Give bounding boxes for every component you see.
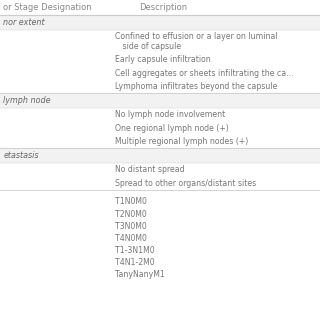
Text: lymph node: lymph node — [3, 96, 51, 105]
Bar — [0, 177, 320, 190]
Text: Lymphoma infiltrates beyond the capsule: Lymphoma infiltrates beyond the capsule — [115, 82, 277, 91]
Text: T2N0M0: T2N0M0 — [115, 210, 147, 219]
Bar — [0, 208, 320, 220]
Text: Multiple regional lymph nodes (+): Multiple regional lymph nodes (+) — [115, 137, 248, 146]
Bar — [0, 190, 320, 196]
Bar — [0, 30, 320, 53]
Bar — [0, 135, 320, 148]
Text: One regional lymph node (+): One regional lymph node (+) — [115, 124, 229, 133]
Text: No distant spread: No distant spread — [115, 165, 185, 174]
Bar — [0, 15, 320, 30]
Text: T4N1-2M0: T4N1-2M0 — [115, 258, 155, 267]
Bar — [0, 67, 320, 80]
Bar — [0, 257, 320, 269]
Text: etastasis: etastasis — [3, 151, 39, 160]
Bar — [0, 163, 320, 177]
Bar — [0, 281, 320, 320]
Bar — [0, 108, 320, 122]
Bar — [0, 80, 320, 93]
Bar — [0, 269, 320, 281]
Text: Confined to effusion or a layer on luminal
   side of capsule: Confined to effusion or a layer on lumin… — [115, 32, 278, 51]
Text: T1-3N1M0: T1-3N1M0 — [115, 246, 155, 255]
Bar — [0, 196, 320, 208]
Bar — [0, 53, 320, 67]
Bar — [0, 148, 320, 163]
Text: Description: Description — [139, 3, 187, 12]
Text: nor extent: nor extent — [3, 18, 45, 27]
Text: Spread to other organs/distant sites: Spread to other organs/distant sites — [115, 179, 256, 188]
Bar — [0, 122, 320, 135]
Text: T4N0M0: T4N0M0 — [115, 234, 147, 243]
Bar — [0, 93, 320, 108]
Text: TanyNanyM1: TanyNanyM1 — [115, 270, 165, 279]
Text: Early capsule infiltration: Early capsule infiltration — [115, 55, 211, 64]
Bar — [0, 244, 320, 257]
Bar — [0, 232, 320, 244]
Text: Cell aggregates or sheets infiltrating the ca...: Cell aggregates or sheets infiltrating t… — [115, 69, 294, 78]
Text: No lymph node involvement: No lymph node involvement — [115, 110, 226, 119]
Bar — [0, 220, 320, 232]
Text: T1N0M0: T1N0M0 — [115, 197, 147, 206]
Bar — [0, 0, 320, 15]
Text: or Stage Designation: or Stage Designation — [3, 3, 92, 12]
Text: T3N0M0: T3N0M0 — [115, 222, 147, 231]
